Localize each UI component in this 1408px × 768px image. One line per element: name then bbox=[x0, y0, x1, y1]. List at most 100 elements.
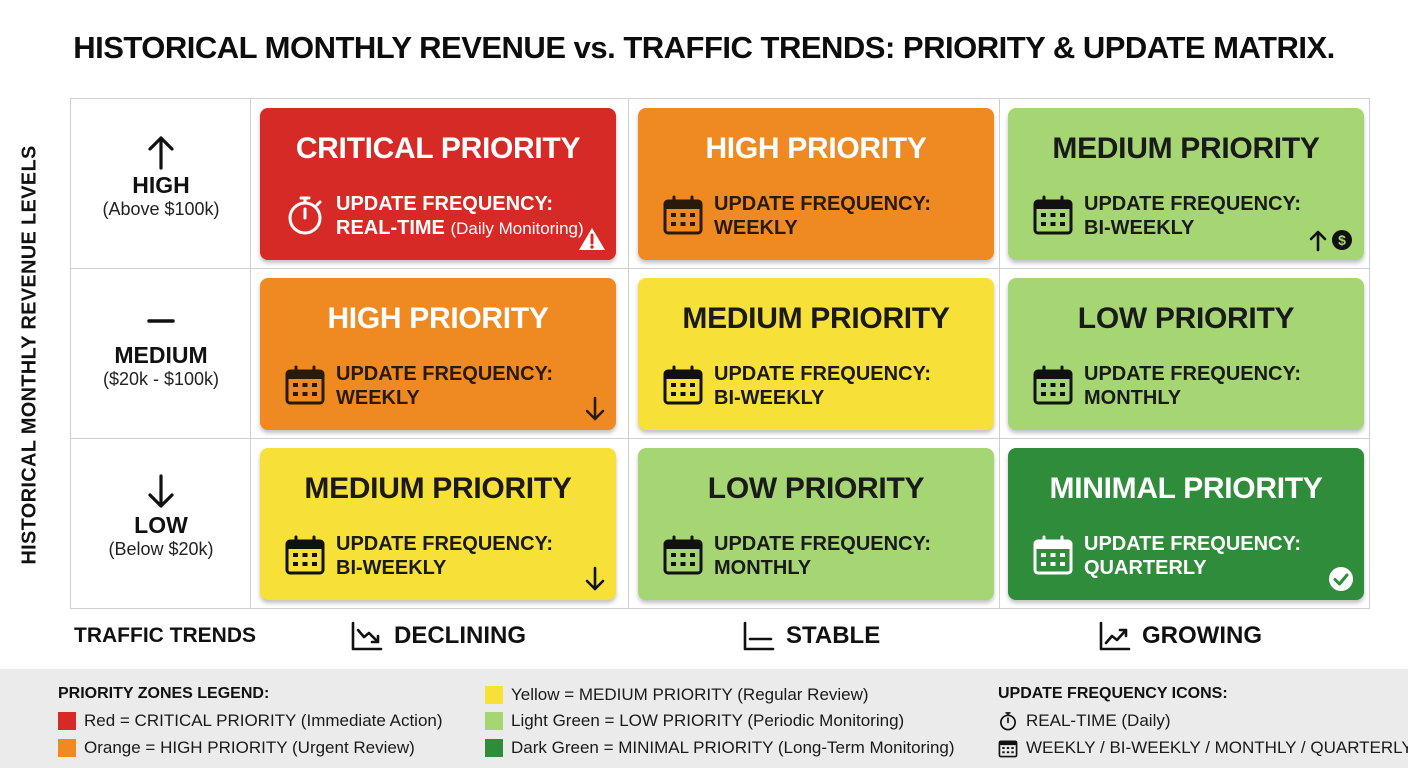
frequency-value: MONTHLY bbox=[1084, 387, 1182, 409]
legend-zone-text: Yellow = MEDIUM PRIORITY (Regular Review… bbox=[511, 685, 869, 704]
priority-title: HIGH PRIORITY bbox=[327, 302, 549, 335]
calendar-icon bbox=[998, 740, 1018, 758]
legend-zone-text: Red = CRITICAL PRIORITY (Immediate Actio… bbox=[84, 711, 443, 730]
stopwatch-icon bbox=[1000, 712, 1016, 731]
frequency-label: UPDATE FREQUENCY: bbox=[336, 193, 554, 215]
row-label-medium: MEDIUM ($20k - $100k) bbox=[72, 304, 250, 390]
legend-icon-text: REAL-TIME (Daily) bbox=[1026, 711, 1171, 730]
frequency-label: UPDATE FREQUENCY: bbox=[336, 363, 554, 385]
priority-title: HIGH PRIORITY bbox=[705, 132, 927, 165]
priority-cell-medium-stable: MEDIUM PRIORITY UPDATE FREQUENCY: BI-WEE… bbox=[638, 278, 994, 430]
priority-cell-low-stable: LOW PRIORITY UPDATE FREQUENCY: MONTHLY bbox=[638, 448, 994, 600]
legend-icon-realtime: REAL-TIME (Daily) bbox=[998, 711, 1171, 731]
arrow-down-icon bbox=[585, 566, 605, 591]
arrow-down-icon bbox=[148, 474, 174, 508]
frequency-text: UPDATE FREQUENCY: BI-WEEKLY bbox=[336, 532, 553, 580]
check-circle-icon bbox=[1329, 567, 1353, 591]
legend-zone-red: Red = CRITICAL PRIORITY (Immediate Actio… bbox=[58, 711, 443, 731]
legend-zone-light-green: Light Green = LOW PRIORITY (Periodic Mon… bbox=[485, 711, 904, 731]
priority-cell-medium-growing: LOW PRIORITY UPDATE FREQUENCY: MONTHLY bbox=[1008, 278, 1364, 430]
grid-line bbox=[70, 438, 1370, 439]
legend-icon-calendar: WEEKLY / BI-WEEKLY / MONTHLY / QUARTERLY bbox=[998, 738, 1408, 758]
frequency-value: BI-WEEKLY bbox=[336, 557, 447, 579]
calendar-icon bbox=[1033, 195, 1073, 235]
row-level: LOW bbox=[134, 512, 188, 538]
frequency-text: UPDATE FREQUENCY: MONTHLY bbox=[714, 532, 931, 580]
frequency-text: UPDATE FREQUENCY: BI-WEEKLY bbox=[714, 362, 931, 410]
grid-line bbox=[250, 98, 251, 609]
row-level: HIGH bbox=[132, 172, 190, 198]
grid-line bbox=[70, 98, 71, 609]
stopwatch-icon bbox=[288, 196, 322, 235]
grid-line bbox=[628, 98, 629, 609]
priority-cell-high-growing: MEDIUM PRIORITY UPDATE FREQUENCY: BI-WEE… bbox=[1008, 108, 1364, 260]
calendar-icon bbox=[663, 365, 703, 405]
trend-up-icon bbox=[1099, 621, 1131, 651]
row-label-low: LOW (Below $20k) bbox=[72, 474, 250, 560]
row-level: MEDIUM bbox=[114, 342, 208, 368]
trend-down-icon bbox=[351, 621, 383, 651]
priority-title: CRITICAL PRIORITY bbox=[295, 132, 581, 165]
priority-title: MEDIUM PRIORITY bbox=[304, 472, 572, 505]
calendar-icon bbox=[663, 195, 703, 235]
legend-zone-orange: Orange = HIGH PRIORITY (Urgent Review) bbox=[58, 738, 415, 758]
frequency-label: UPDATE FREQUENCY: bbox=[1084, 193, 1302, 215]
frequency-value: REAL-TIME bbox=[336, 217, 445, 239]
row-range: (Above $100k) bbox=[102, 199, 220, 219]
frequency-label: UPDATE FREQUENCY: bbox=[714, 363, 932, 385]
frequency-text: UPDATE FREQUENCY: BI-WEEKLY bbox=[1084, 192, 1301, 240]
priority-cell-medium-declining: HIGH PRIORITY UPDATE FREQUENCY: WEEKLY bbox=[260, 278, 616, 430]
legend-zone-text: Orange = HIGH PRIORITY (Urgent Review) bbox=[84, 738, 415, 757]
frequency-value: BI-WEEKLY bbox=[714, 387, 825, 409]
priority-title: LOW PRIORITY bbox=[707, 472, 925, 505]
matrix-grid bbox=[70, 98, 1370, 609]
legend-icons-heading: UPDATE FREQUENCY ICONS: bbox=[998, 685, 1228, 702]
trend-growing: GROWING bbox=[1098, 620, 1262, 652]
grid-line bbox=[70, 98, 1370, 99]
calendar-icon bbox=[1033, 535, 1073, 575]
frequency-value: MONTHLY bbox=[714, 557, 812, 579]
frequency-value: WEEKLY bbox=[336, 387, 420, 409]
color-swatch bbox=[58, 739, 76, 757]
priority-cell-high-stable: HIGH PRIORITY UPDATE FREQUENCY: WEEKLY bbox=[638, 108, 994, 260]
frequency-label: UPDATE FREQUENCY: bbox=[1084, 363, 1302, 385]
grid-line bbox=[999, 98, 1000, 609]
traffic-trends-label: TRAFFIC TRENDS bbox=[74, 624, 256, 647]
priority-cell-high-declining: CRITICAL PRIORITY UPDATE FREQUENCY: REAL… bbox=[260, 108, 616, 260]
frequency-label: UPDATE FREQUENCY: bbox=[1084, 533, 1302, 555]
frequency-text: UPDATE FREQUENCY: QUARTERLY bbox=[1084, 532, 1301, 580]
priority-cell-low-growing: MINIMAL PRIORITY UPDATE FREQUENCY: QUART… bbox=[1008, 448, 1364, 600]
frequency-note: (Daily Monitoring) bbox=[450, 219, 584, 238]
color-swatch bbox=[58, 712, 76, 730]
frequency-text: UPDATE FREQUENCY: WEEKLY bbox=[336, 362, 553, 410]
trend-label: STABLE bbox=[786, 622, 881, 649]
legend-zone-text: Light Green = LOW PRIORITY (Periodic Mon… bbox=[511, 711, 905, 730]
priority-cell-low-declining: MEDIUM PRIORITY UPDATE FREQUENCY: BI-WEE… bbox=[260, 448, 616, 600]
legend-zone-text: Dark Green = MINIMAL PRIORITY (Long-Term… bbox=[511, 738, 955, 757]
row-label-high: HIGH (Above $100k) bbox=[72, 134, 250, 220]
row-range: (Below $20k) bbox=[108, 539, 214, 559]
calendar-icon bbox=[663, 535, 703, 575]
grid-line bbox=[70, 608, 1370, 609]
grid-line bbox=[70, 268, 1370, 269]
trend-label: DECLINING bbox=[394, 622, 526, 649]
color-swatch bbox=[485, 686, 503, 704]
frequency-label: UPDATE FREQUENCY: bbox=[336, 533, 554, 555]
legend-zone-yellow: Yellow = MEDIUM PRIORITY (Regular Review… bbox=[485, 685, 869, 705]
calendar-icon bbox=[1033, 365, 1073, 405]
arrow-up-icon bbox=[148, 136, 174, 170]
color-swatch bbox=[485, 712, 503, 730]
dash-icon bbox=[147, 319, 175, 323]
frequency-text: UPDATE FREQUENCY: WEEKLY bbox=[714, 192, 931, 240]
svg-text:$: $ bbox=[1338, 232, 1346, 248]
frequency-label: UPDATE FREQUENCY: bbox=[714, 193, 932, 215]
legend-icon-text: WEEKLY / BI-WEEKLY / MONTHLY / QUARTERLY bbox=[1026, 738, 1408, 757]
page-title: HISTORICAL MONTHLY REVENUE vs. TRAFFIC T… bbox=[73, 30, 1335, 65]
trend-declining: DECLINING bbox=[350, 620, 526, 652]
row-range: ($20k - $100k) bbox=[102, 369, 220, 389]
trend-flat-icon bbox=[743, 621, 775, 651]
priority-title: MEDIUM PRIORITY bbox=[1052, 132, 1320, 165]
arrow-down-icon bbox=[585, 396, 605, 421]
trend-label: GROWING bbox=[1142, 622, 1262, 649]
legend-zone-dark-green: Dark Green = MINIMAL PRIORITY (Long-Term… bbox=[485, 738, 955, 758]
